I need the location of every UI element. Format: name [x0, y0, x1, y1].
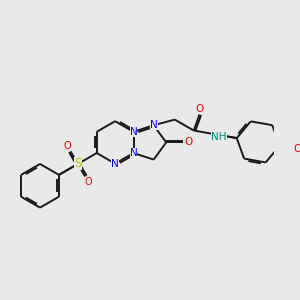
Text: O: O: [195, 104, 204, 114]
Text: O: O: [294, 144, 300, 154]
Text: NH: NH: [211, 132, 226, 142]
Text: O: O: [184, 137, 193, 147]
Text: O: O: [64, 141, 71, 151]
Text: N: N: [150, 120, 158, 130]
Text: N: N: [111, 159, 119, 169]
Text: N: N: [130, 127, 137, 137]
Text: S: S: [74, 158, 82, 170]
Text: N: N: [130, 148, 137, 158]
Text: O: O: [84, 177, 92, 187]
